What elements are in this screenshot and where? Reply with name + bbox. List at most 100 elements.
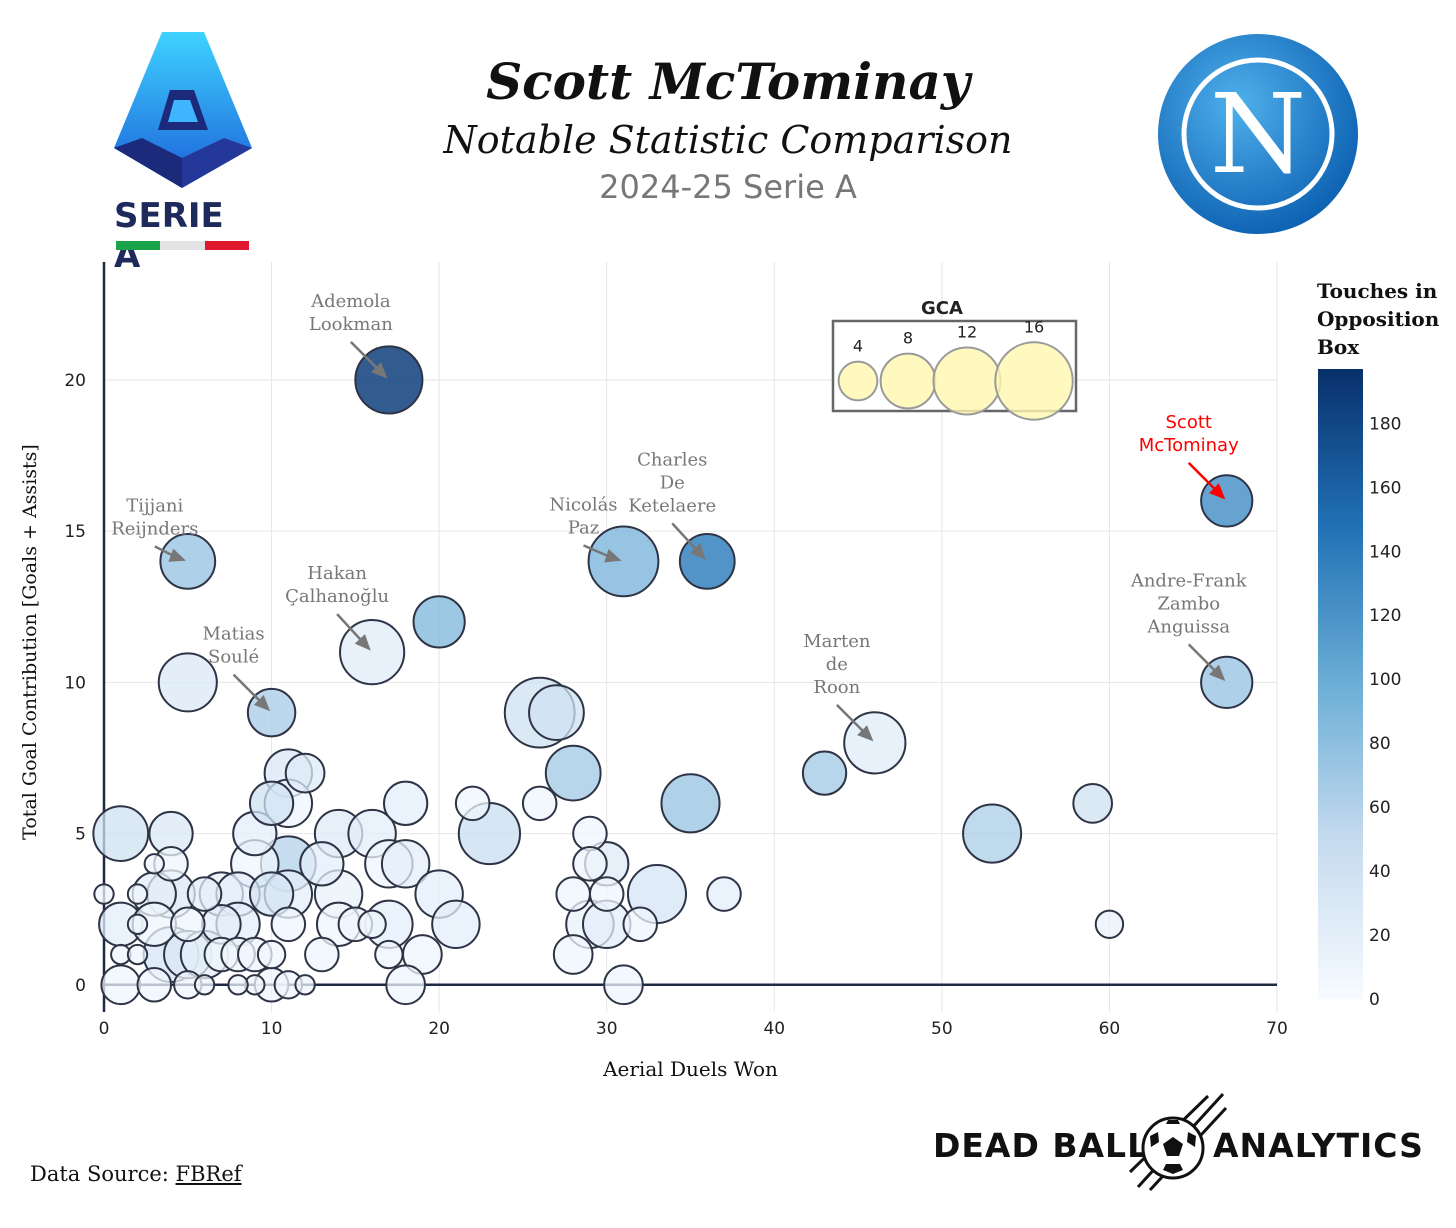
annotation-arrow [232, 673, 263, 704]
colorbar-tick: 80 [1369, 734, 1391, 754]
bubble [248, 871, 295, 917]
colorbar-tick: 60 [1369, 798, 1391, 818]
colorbar-tick: 160 [1369, 478, 1401, 498]
x-tick-label: 30 [596, 1019, 618, 1039]
annotation-arrowhead [1209, 483, 1226, 500]
bubble [521, 785, 558, 822]
y-tick-label: 0 [75, 976, 86, 996]
bubble [304, 936, 340, 973]
annotation-label: Roon [813, 677, 860, 698]
serie-a-shield-icon [114, 32, 252, 188]
annotation-label: Hakan [307, 563, 367, 584]
annotation-arrowhead [1209, 664, 1226, 681]
annotation-label: Scott [1166, 412, 1212, 433]
bubble [1094, 909, 1125, 939]
bubble [528, 684, 585, 741]
bubble [186, 876, 223, 912]
bubble [256, 939, 287, 970]
legend-bubble [994, 341, 1074, 421]
axes: 0 10 20 30 40 50 60 70 0 5 10 15 20 Aerial Duels Won T… [19, 262, 1288, 1081]
flag-white [160, 241, 205, 250]
y-axis-label: Total Goal Contribution [Goals + Assists… [19, 444, 41, 840]
x-tick-label: 50 [931, 1019, 953, 1039]
annotation-label: Andre-Frank [1130, 570, 1248, 591]
season-label: 2024-25 Serie A [599, 168, 857, 206]
annotation-arrowhead [857, 725, 874, 742]
annotation-label: De [660, 472, 685, 493]
bubble [588, 876, 625, 912]
bubble-highlighted [587, 525, 660, 598]
y-tick-label: 15 [64, 522, 86, 542]
data-source: Data Source: FBRef [30, 1162, 242, 1186]
bubble [962, 803, 1023, 864]
bubble [126, 913, 149, 935]
x-axis-label: Aerial Duels Won [602, 1057, 778, 1081]
bubble [193, 974, 216, 996]
bubble [143, 853, 165, 875]
bubble [227, 974, 249, 996]
annotation-label: Charles [637, 449, 707, 470]
annotation-label: de [826, 654, 848, 675]
bubble [552, 934, 594, 975]
annotation-label: Lookman [309, 314, 393, 335]
fbref-link[interactable]: FBRef [175, 1162, 242, 1186]
bubble [660, 773, 721, 834]
bubble [126, 883, 149, 905]
bubble [380, 839, 431, 889]
bubble [284, 752, 326, 794]
y-tick-label: 20 [64, 371, 86, 391]
x-tick-label: 40 [763, 1019, 785, 1039]
bubble [270, 906, 307, 943]
napoli-letter: N [1210, 70, 1306, 198]
legend-bubble [879, 352, 937, 410]
legend-value: 8 [903, 329, 913, 348]
bubble [382, 780, 429, 826]
y-tick-label: 10 [64, 673, 86, 693]
bubble [1072, 782, 1114, 824]
x-tick-label: 10 [261, 1019, 283, 1039]
bubble [454, 785, 491, 822]
bubble [248, 780, 295, 826]
bubble [622, 906, 658, 943]
bubble [93, 883, 115, 905]
napoli-logo-icon: N [1158, 34, 1358, 234]
colorbar-tick: 0 [1369, 990, 1380, 1010]
bubble [431, 899, 481, 950]
x-tick-label: 20 [428, 1019, 450, 1039]
bubble-highlighted [159, 533, 217, 590]
colorbar-tick: 100 [1369, 670, 1401, 690]
annotation-arrowhead [253, 694, 271, 712]
colorbar-title: Box [1317, 335, 1360, 359]
bubble [136, 967, 173, 1003]
gca-size-legend: GCA 4 8 12 16 [831, 298, 1078, 421]
annotation-arrowhead [689, 543, 706, 560]
bubble [126, 943, 149, 966]
legend-value: 4 [853, 337, 863, 356]
serie-a-logo: SERIE A [112, 30, 254, 276]
bubble [170, 906, 206, 943]
annotation-label: Marten [803, 631, 871, 652]
legend-value: 16 [1024, 317, 1044, 336]
legend-value: 12 [957, 322, 977, 341]
colorbar-title: Touches in [1317, 279, 1438, 303]
flag-red [205, 241, 249, 250]
bubble [572, 846, 608, 882]
data-source-prefix: Data Source: [30, 1162, 176, 1186]
bubble [92, 805, 150, 862]
bubble [294, 974, 316, 996]
chart-subtitle: Notable Statistic Comparison [443, 118, 1013, 162]
brand-left: DEAD BALL [933, 1126, 1150, 1165]
legend-bubble [837, 360, 879, 402]
y-tick-label: 5 [75, 825, 86, 845]
colorbar-title: Opposition [1317, 307, 1440, 331]
annotation-arrow [349, 341, 380, 371]
x-tick-label: 70 [1266, 1019, 1288, 1039]
bubble [157, 652, 218, 713]
bubble [801, 750, 848, 796]
annotation-arrow [582, 544, 611, 559]
bubble [357, 909, 387, 939]
bubble [572, 815, 608, 852]
annotation-label: McTominay [1139, 435, 1239, 456]
